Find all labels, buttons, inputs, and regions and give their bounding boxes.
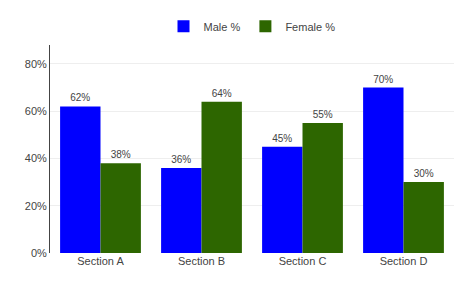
svg-text:30%: 30% [414, 168, 434, 179]
svg-text:Female %: Female % [285, 21, 335, 33]
svg-text:80%: 80% [25, 58, 47, 70]
svg-text:45%: 45% [272, 133, 292, 144]
svg-text:70%: 70% [373, 74, 393, 85]
svg-text:36%: 36% [171, 154, 191, 165]
svg-text:Male %: Male % [204, 21, 241, 33]
svg-text:62%: 62% [70, 92, 90, 103]
svg-text:Section B: Section B [178, 255, 225, 267]
svg-text:20%: 20% [25, 200, 47, 212]
svg-text:0%: 0% [31, 247, 47, 259]
svg-text:38%: 38% [111, 149, 131, 160]
svg-text:64%: 64% [212, 88, 232, 99]
svg-text:Section C: Section C [279, 255, 327, 267]
svg-text:Section D: Section D [380, 255, 428, 267]
svg-text:60%: 60% [25, 105, 47, 117]
svg-text:55%: 55% [313, 109, 333, 120]
svg-text:40%: 40% [25, 152, 47, 164]
svg-text:Section A: Section A [77, 255, 124, 267]
